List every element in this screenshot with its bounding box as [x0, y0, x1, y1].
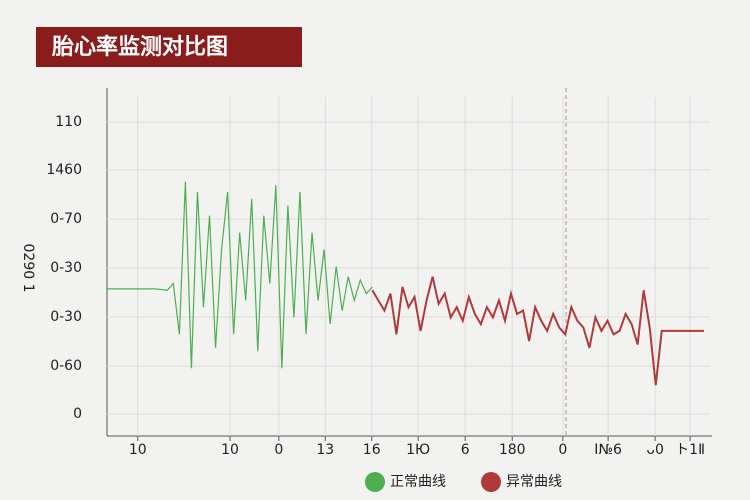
y-tick-label: 0-70 [50, 211, 82, 227]
x-tick-label: 6 [461, 442, 470, 458]
x-tick-label: 180 [499, 442, 526, 458]
chart-title: 胎心率监测对比图 [52, 34, 228, 60]
x-tick-label: 13 [316, 442, 334, 458]
legend-label: 异常曲线 [506, 474, 562, 490]
title-box [36, 27, 302, 67]
y-tick-label: 0-30 [50, 260, 82, 276]
x-tick-label: 10 [129, 442, 147, 458]
legend-swatch [365, 472, 385, 492]
y-tick-label: 0-60 [50, 358, 82, 374]
y-axis-label: 0290 1 [20, 244, 36, 293]
legend-label: 正常曲线 [390, 474, 446, 490]
x-tick-label: 0 [558, 442, 567, 458]
x-tick-label: ᴗ0 [646, 442, 663, 458]
x-tick-label: 1Ю [406, 442, 430, 458]
legend-swatch [481, 472, 501, 492]
x-tick-label: ト1Ⅱ [675, 442, 705, 458]
x-tick-label: 0 [274, 442, 283, 458]
x-tick-label: 10 [221, 442, 239, 458]
y-tick-label: 1460 [46, 162, 82, 178]
x-tick-label: Ⅰ№6 [594, 442, 622, 458]
y-tick-label: 0 [73, 406, 82, 422]
series-line [107, 181, 373, 369]
y-tick-label: 110 [55, 114, 82, 130]
y-tick-label: 0-30 [50, 309, 82, 325]
x-tick-label: 16 [363, 442, 381, 458]
series-line [371, 276, 704, 386]
